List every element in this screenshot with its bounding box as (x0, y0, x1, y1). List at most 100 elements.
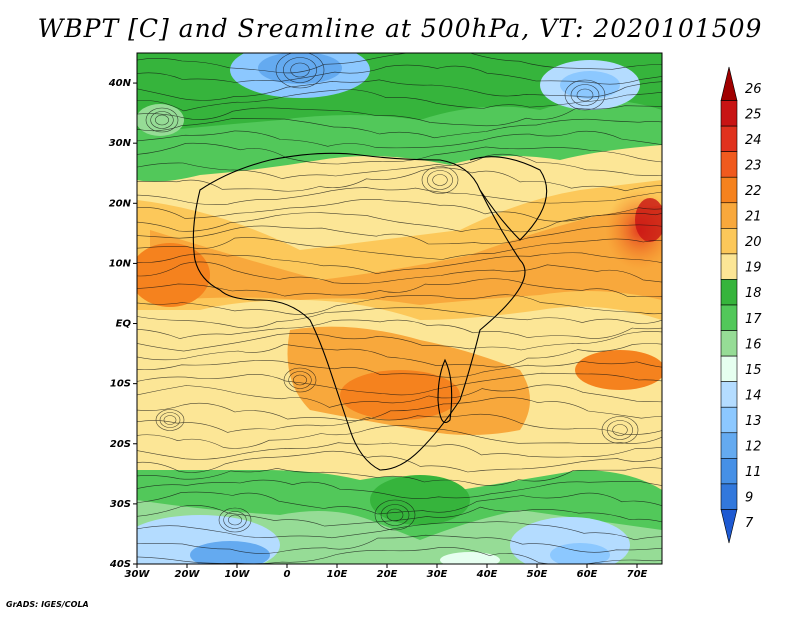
colorbar-label: 25 (745, 107, 762, 122)
streamline (137, 118, 662, 139)
colorbar-label: 23 (745, 158, 762, 173)
colorbar-label: 20 (745, 235, 762, 250)
colorbar-swatch (720, 458, 738, 485)
streamline (137, 397, 662, 421)
vortex-streamline (150, 111, 174, 129)
lat-label: 20N (109, 198, 132, 209)
streamline (137, 546, 662, 564)
lon-label: 20E (377, 569, 398, 580)
streamline (137, 450, 662, 473)
vortex-streamline (228, 514, 242, 526)
vortex-streamline (275, 53, 325, 89)
colorbar-swatch (720, 381, 738, 408)
lon-label: 50E (527, 569, 548, 580)
vortex-streamline (576, 88, 594, 102)
streamline (137, 360, 662, 378)
vortex-streamline (159, 412, 181, 428)
colorbar-label: 12 (745, 440, 762, 455)
colorbar-swatch (720, 355, 738, 382)
colorbar-label: 7 (745, 516, 754, 531)
vortex-streamline (283, 367, 317, 393)
vortex-streamline (386, 508, 404, 522)
streamline (137, 64, 662, 85)
streamline (137, 413, 662, 435)
streamline (137, 521, 662, 541)
vortex-streamline (607, 420, 633, 440)
streamline (137, 384, 662, 408)
lon-label: 30E (427, 569, 448, 580)
lon-label: 40E (476, 569, 498, 580)
vortex-streamline (145, 107, 179, 133)
lat-label: EQ (116, 319, 132, 330)
colorbar-label: 21 (745, 210, 762, 225)
streamline (137, 187, 662, 205)
longitude-labels: 30W 20W 10W 0 10E 20E 30E 40E 50E 60E 70E (125, 564, 648, 580)
colorbar-swatch (720, 279, 738, 306)
vortex-streamline (432, 174, 448, 186)
colorbar-swatch (720, 483, 738, 510)
vortex-streamline (612, 424, 628, 436)
colorbar-label: 24 (745, 133, 762, 148)
colorbar-label: 9 (745, 491, 753, 506)
vortex-streamline (293, 374, 307, 386)
streamline (137, 479, 662, 499)
colorbar-label: 13 (745, 414, 762, 429)
colorbar-label: 19 (745, 261, 762, 276)
colorbar-label: 16 (745, 337, 762, 352)
colorbar-label: 11 (745, 465, 762, 480)
lon-label: 10E (327, 569, 348, 580)
lat-label: 30N (109, 138, 132, 149)
streamline (137, 79, 662, 101)
streamlines (137, 53, 662, 564)
colorbar-swatch (720, 202, 738, 229)
colorbar-label: 18 (745, 286, 762, 301)
streamline (137, 224, 662, 245)
vortex-streamline (570, 84, 600, 106)
lat-label: 40S (109, 559, 131, 570)
streamline (137, 307, 662, 329)
lat-label: 10S (110, 379, 131, 390)
vortex-streamline (283, 57, 317, 83)
colorbar: 26 25 24 23 22 21 20 19 18 17 16 15 14 13 12 11 9 7 (720, 66, 762, 544)
colorbar-swatch (720, 406, 738, 434)
latitude-labels: 40N 30N 20N 10N EQ 10S 20S 30S 40S (108, 78, 137, 570)
colorbar-label: 15 (745, 363, 762, 378)
streamline (137, 319, 662, 339)
vortex-streamline (155, 409, 185, 431)
vortex-streamline (421, 166, 459, 194)
wbpt-field (137, 53, 662, 564)
coastlines (192, 152, 548, 471)
vortex-streamline (564, 79, 606, 111)
streamline (137, 105, 662, 127)
vortex-streamline (155, 114, 169, 126)
colorbar-swatch (720, 176, 738, 204)
colorbar-swatch (720, 432, 738, 459)
vortex-streamline (288, 371, 312, 389)
streamline (137, 467, 662, 486)
colorbar-swatch (720, 100, 738, 127)
lon-label: 70E (627, 569, 648, 580)
streamline (137, 294, 662, 315)
grads-credit: GrADS: IGES/COLA (6, 600, 89, 609)
streamline (137, 331, 662, 352)
colorbar-swatch (720, 125, 738, 152)
streamline (137, 89, 662, 112)
streamline (137, 130, 662, 149)
lon-label: 10W (225, 569, 251, 580)
colorbar-swatch (720, 509, 738, 544)
lat-label: 40N (108, 78, 132, 89)
vortex-streamline (163, 415, 177, 425)
streamline (137, 442, 662, 460)
map-title: WBPT [C] and Sreamline at 500hPa, VT: 20… (37, 14, 763, 43)
lon-label: 0 (284, 569, 291, 580)
streamline (137, 261, 662, 284)
lat-label: 30S (110, 499, 131, 510)
streamline (137, 491, 662, 515)
lat-label: 10N (109, 258, 132, 269)
vortex-streamline (427, 170, 453, 190)
lon-label: 20W (175, 569, 201, 580)
vortex-streamline (380, 504, 410, 526)
streamline (137, 237, 662, 260)
colorbar-swatch (720, 66, 738, 101)
